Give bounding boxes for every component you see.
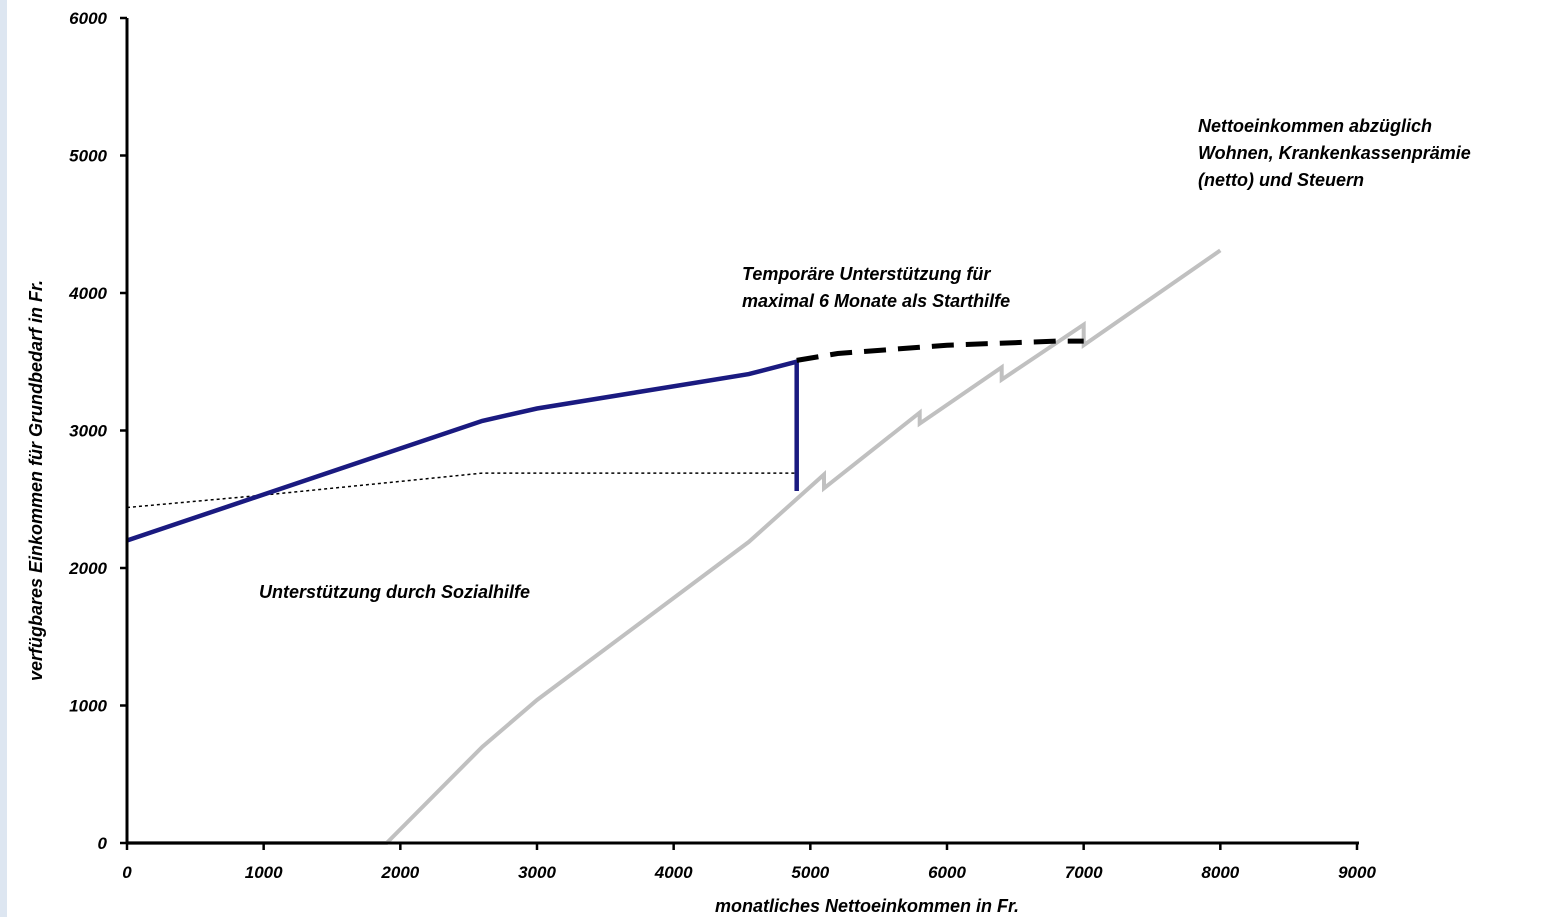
x-tick-label: 2000 bbox=[380, 863, 419, 882]
x-tick-label: 7000 bbox=[1065, 863, 1103, 882]
y-tick-label: 1000 bbox=[69, 697, 107, 716]
annotation-starthilfe-line: Temporäre Unterstützung für bbox=[742, 264, 991, 284]
net-income-line bbox=[127, 248, 1222, 845]
left-border-strip bbox=[0, 0, 7, 917]
y-axis-title: verfügbares Einkommen für Grundbedarf in… bbox=[26, 280, 46, 681]
y-tick-label: 6000 bbox=[69, 9, 107, 28]
y-tick-label: 0 bbox=[98, 834, 108, 853]
y-tick-label: 5000 bbox=[69, 147, 107, 166]
x-tick-label: 8000 bbox=[1201, 863, 1239, 882]
x-axis-title: monatliches Nettoeinkommen in Fr. bbox=[715, 896, 1019, 916]
annotation-net-income-line: (netto) und Steuern bbox=[1198, 170, 1364, 190]
x-tick-label: 1000 bbox=[245, 863, 283, 882]
annotation-starthilfe: Temporäre Unterstützung für maximal 6 Mon… bbox=[742, 264, 1010, 311]
x-tick-label: 0 bbox=[122, 863, 132, 882]
reference-dotted-line bbox=[126, 472, 797, 509]
annotation-net-income-line: Wohnen, Krankenkassenprämie bbox=[1198, 143, 1471, 163]
annotation-starthilfe-line: maximal 6 Monate als Starthilfe bbox=[742, 291, 1010, 311]
x-tick-label: 9000 bbox=[1338, 863, 1376, 882]
annotation-sozialhilfe-line: Unterstützung durch Sozialhilfe bbox=[259, 582, 530, 602]
annotation-net-income: Nettoeinkommen abzüglich Wohnen, Krankenk… bbox=[1198, 116, 1471, 190]
sozialhilfe-line bbox=[126, 358, 799, 543]
starthilfe-dashed-line bbox=[796, 338, 1084, 363]
x-tick-label: 4000 bbox=[654, 863, 693, 882]
y-tick-label: 4000 bbox=[68, 284, 107, 303]
y-tick-label: 2000 bbox=[68, 559, 107, 578]
annotation-net-income-line: Nettoeinkommen abzüglich bbox=[1198, 116, 1432, 136]
x-tick-label: 3000 bbox=[518, 863, 556, 882]
annotation-sozialhilfe: Unterstützung durch Sozialhilfe bbox=[259, 582, 530, 602]
x-tick-label: 6000 bbox=[928, 863, 966, 882]
y-tick-label: 3000 bbox=[69, 422, 107, 441]
x-tick-label: 5000 bbox=[791, 863, 829, 882]
